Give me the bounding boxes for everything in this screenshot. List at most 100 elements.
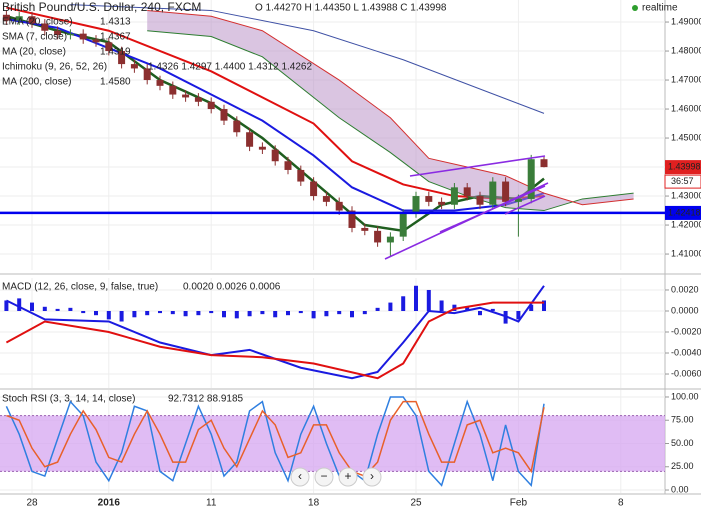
- zoom-button-label: −: [320, 469, 327, 483]
- histogram-bar: [106, 310, 111, 320]
- series-line: [70, 4, 545, 114]
- candle-body: [105, 42, 113, 52]
- candle-body: [322, 196, 330, 202]
- y-tick-label: -0.0020: [671, 326, 701, 336]
- y-tick-label: 1.46000: [671, 103, 701, 113]
- y-tick-label: 25.00: [671, 461, 694, 471]
- level-label: 1.42418: [668, 207, 701, 217]
- candle-body: [284, 161, 292, 170]
- histogram-bar: [414, 285, 418, 311]
- histogram-bar: [286, 310, 290, 316]
- candle-body: [425, 196, 433, 202]
- candle-body: [143, 68, 151, 81]
- histogram-bar: [30, 302, 34, 311]
- x-tick-label: 11: [206, 498, 217, 509]
- histogram-bar: [55, 308, 60, 311]
- legend-value: 1.4319: [100, 47, 131, 58]
- histogram-bar: [350, 310, 354, 318]
- level-label-box: [665, 205, 701, 220]
- candle-body: [54, 30, 62, 36]
- candle-body: [118, 51, 126, 65]
- histogram-bar: [401, 296, 406, 311]
- candle-body: [15, 16, 23, 21]
- candle-body: [361, 227, 369, 231]
- x-tick-label: 25: [410, 498, 422, 509]
- x-tick-label: 2016: [98, 498, 121, 509]
- zoom-button[interactable]: [338, 467, 358, 487]
- candle-body: [335, 201, 343, 211]
- candle-body: [386, 236, 394, 243]
- candle-body: [374, 230, 382, 243]
- candle-body: [514, 198, 522, 202]
- histogram-bar: [324, 310, 329, 317]
- candle-body: [463, 187, 471, 197]
- candle-body: [502, 181, 510, 202]
- candle-body: [194, 97, 202, 102]
- candle-body: [130, 64, 138, 69]
- candle-body: [310, 181, 318, 197]
- histogram-bar: [42, 306, 47, 311]
- histogram-bar: [170, 310, 175, 315]
- candle-body: [297, 169, 305, 182]
- cloud-span-a: [147, 30, 634, 212]
- histogram-bar: [490, 308, 495, 311]
- legend-name: EMA (20, close): [2, 17, 73, 28]
- x-tick-label: Feb: [510, 498, 528, 509]
- x-tick-label: 8: [618, 498, 624, 509]
- indicator-values: 92.7312 88.9185: [168, 394, 244, 405]
- candle-body: [28, 16, 36, 24]
- indicator-title: Stoch RSI (3, 3, 14, 14, close): [2, 394, 135, 405]
- series-line: [6, 400, 545, 477]
- histogram-bar: [119, 310, 124, 322]
- ohlc-label: O 1.44270 H 1.44350 L 1.43988 C 1.43998: [255, 3, 447, 14]
- y-tick-label: 1.48000: [671, 45, 701, 55]
- candle-body: [527, 159, 535, 199]
- legend-value: 1.4367: [100, 32, 131, 43]
- trendline: [409, 155, 546, 177]
- legend-value: 1.4326 1.4297 1.4400 1.4312 1.4262: [148, 62, 312, 73]
- histogram-bar: [260, 310, 265, 315]
- histogram-bar: [273, 310, 278, 318]
- legend-name: MA (20, close): [2, 47, 66, 58]
- indicator-title: MACD (12, 26, close, 9, false, true): [2, 282, 158, 293]
- last-price-box: [665, 160, 701, 175]
- histogram-bar: [542, 300, 546, 311]
- y-tick-label: 75.00: [671, 415, 694, 425]
- y-tick-label: 1.43000: [671, 190, 701, 200]
- histogram-bar: [478, 310, 482, 316]
- indicator-values: 0.0020 0.0026 0.0006: [183, 282, 281, 293]
- histogram-bar: [234, 310, 239, 319]
- histogram-bar: [158, 310, 162, 314]
- zoom-button[interactable]: [314, 467, 334, 487]
- zoom-button[interactable]: [290, 467, 310, 487]
- histogram-bar: [465, 306, 470, 311]
- y-tick-label: 0.0020: [671, 284, 699, 294]
- zoom-button[interactable]: [362, 467, 382, 487]
- legend-name: Ichimoku (9, 26, 52, 26): [2, 62, 107, 73]
- candle-body: [246, 132, 254, 147]
- trendlines: [384, 155, 549, 260]
- legend-value: 1.4313: [100, 17, 131, 28]
- legend-value: 1.4580: [100, 77, 131, 88]
- y-tick-label: 1.42000: [671, 219, 701, 229]
- series-line: [6, 18, 545, 212]
- zoom-button-label: +: [344, 469, 351, 483]
- realtime-dot: [632, 5, 638, 11]
- histogram-bar: [222, 310, 226, 318]
- y-tick-label: -0.0040: [671, 347, 701, 357]
- candle-body: [348, 210, 356, 228]
- histogram-bar: [516, 310, 521, 320]
- candle-body: [156, 80, 164, 86]
- histogram-bar: [247, 310, 252, 317]
- candle-body: [2, 14, 10, 21]
- zoom-button-label: ‹: [298, 469, 302, 483]
- histogram-bar: [311, 310, 316, 319]
- cloud-span-b: [147, 9, 634, 206]
- y-tick-label: 1.47000: [671, 74, 701, 84]
- candle-body: [476, 196, 484, 205]
- chart-title: British Pound/U.S. Dollar, 240, FXCM: [2, 0, 201, 14]
- candle-body: [66, 33, 74, 36]
- histogram-bar: [132, 310, 137, 318]
- candle-body: [207, 101, 215, 110]
